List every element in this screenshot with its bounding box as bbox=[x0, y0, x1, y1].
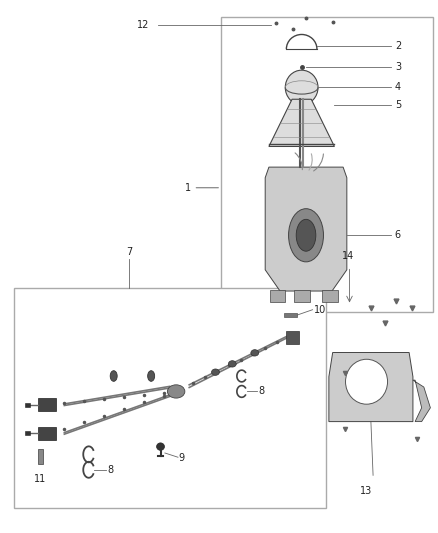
Ellipse shape bbox=[251, 350, 259, 356]
Text: 2: 2 bbox=[395, 42, 401, 52]
Text: 7: 7 bbox=[126, 247, 132, 257]
Bar bbox=[284, 313, 297, 317]
Text: 3: 3 bbox=[395, 62, 401, 72]
Ellipse shape bbox=[148, 370, 155, 381]
Ellipse shape bbox=[289, 209, 324, 262]
Text: 6: 6 bbox=[395, 230, 401, 240]
Bar bbox=[25, 402, 30, 407]
Ellipse shape bbox=[346, 359, 388, 404]
Ellipse shape bbox=[157, 443, 164, 450]
Polygon shape bbox=[269, 99, 334, 147]
Ellipse shape bbox=[167, 385, 185, 398]
Bar bbox=[14, 288, 326, 508]
Text: 13: 13 bbox=[360, 486, 373, 496]
Polygon shape bbox=[329, 352, 413, 422]
Ellipse shape bbox=[228, 361, 236, 367]
Text: 8: 8 bbox=[107, 465, 113, 475]
Polygon shape bbox=[265, 167, 347, 291]
Text: 8: 8 bbox=[258, 386, 265, 397]
Text: 1: 1 bbox=[184, 183, 219, 193]
Bar bbox=[38, 398, 56, 411]
Ellipse shape bbox=[296, 219, 316, 251]
Bar bbox=[294, 290, 310, 302]
Text: 14: 14 bbox=[342, 251, 354, 261]
Text: 4: 4 bbox=[395, 83, 401, 92]
Bar bbox=[25, 431, 30, 435]
Text: 10: 10 bbox=[314, 305, 326, 314]
Text: 12: 12 bbox=[137, 20, 149, 30]
Bar bbox=[322, 290, 338, 302]
Polygon shape bbox=[413, 380, 431, 422]
Bar bbox=[286, 331, 300, 344]
Bar bbox=[221, 17, 433, 312]
Text: 11: 11 bbox=[34, 474, 46, 484]
Bar bbox=[38, 449, 42, 464]
Ellipse shape bbox=[110, 370, 117, 381]
Bar bbox=[38, 427, 56, 440]
Bar bbox=[270, 290, 286, 302]
Text: 5: 5 bbox=[395, 100, 401, 110]
Ellipse shape bbox=[285, 70, 318, 104]
Text: 9: 9 bbox=[179, 453, 185, 463]
Ellipse shape bbox=[212, 369, 219, 375]
